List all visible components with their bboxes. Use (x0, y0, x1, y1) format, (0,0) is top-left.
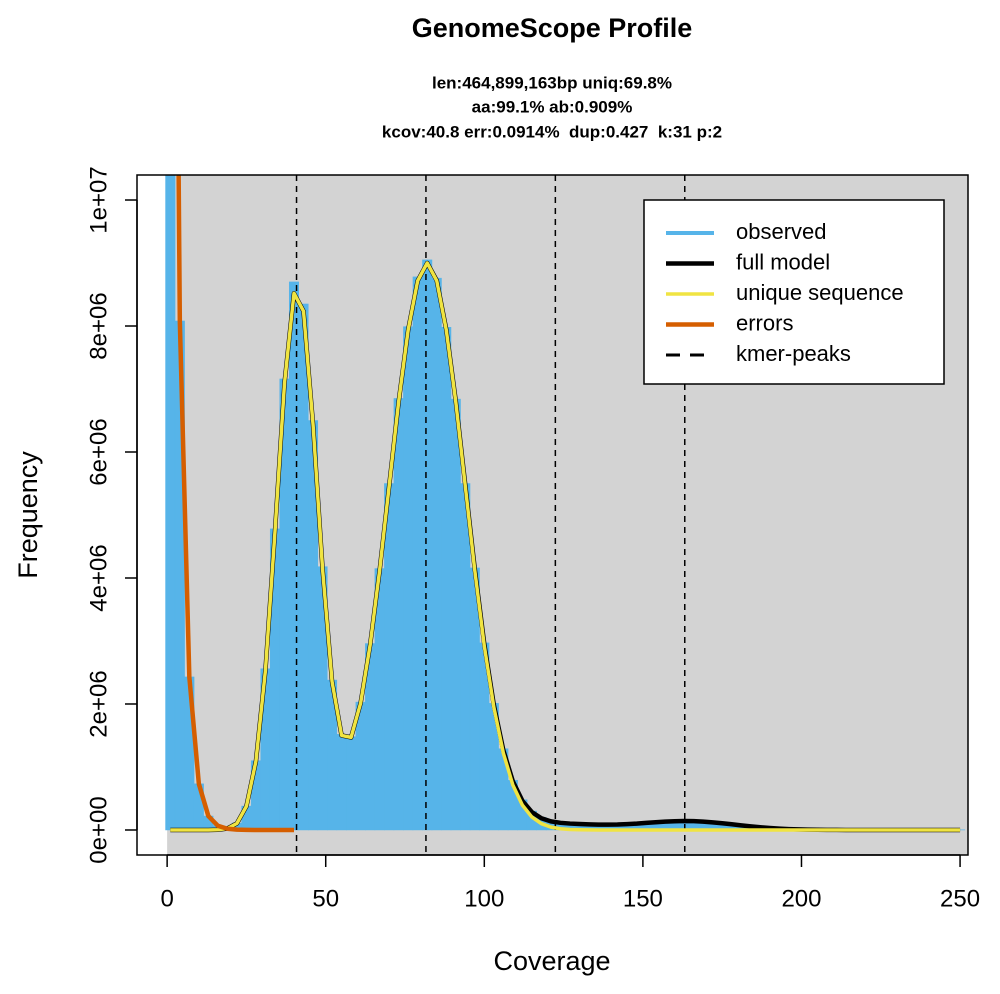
x-axis-label: Coverage (493, 946, 610, 976)
x-tick-label: 50 (312, 885, 339, 912)
chart-subtitle: aa:99.1% ab:0.909% (472, 97, 633, 116)
histogram-bar (450, 398, 461, 831)
y-tick-label: 0e+00 (85, 796, 112, 863)
model-line (170, 261, 961, 832)
legend-label: unique sequence (736, 280, 904, 305)
histogram-bar (412, 276, 423, 831)
legend-box (643, 199, 945, 385)
x-tick-label: 0 (160, 885, 173, 912)
histogram-bar (288, 281, 300, 831)
y-tick-label: 2e+06 (85, 670, 112, 737)
legend-label: kmer-peaks (736, 341, 851, 366)
legend-label: errors (736, 310, 793, 335)
x-tick-label: 200 (781, 885, 821, 912)
histogram-bar (165, 175, 176, 831)
histogram-bar (298, 303, 309, 831)
legend-label: full model (736, 249, 830, 274)
chart-subtitle: len:464,899,163bp uniq:69.8% (432, 73, 672, 92)
histogram-bar (393, 398, 404, 831)
y-tick-label: 8e+06 (85, 292, 112, 359)
y-tick-label: 6e+06 (85, 418, 112, 485)
y-tick-label: 1e+07 (85, 166, 112, 233)
histogram-bar (460, 483, 471, 831)
axes: 0 50 100 150 200 250 0e+00 2e+06 4e+06 6e+06 8e+06… (85, 166, 980, 912)
histogram-bar (441, 327, 452, 831)
x-tick-label: 250 (940, 885, 980, 912)
histogram-bar (336, 733, 347, 831)
histogram-bar (346, 736, 357, 831)
histogram-bar (422, 259, 433, 831)
chart-subtitle: kcov:40.8 err:0.0914% dup:0.427 k:31 p:2 (382, 122, 722, 141)
legend-label: observed (736, 219, 827, 244)
y-axis-label: Frequency (13, 451, 43, 579)
model-line (176, 175, 294, 833)
x-tick-label: 100 (464, 885, 504, 912)
histogram-bar (403, 326, 414, 831)
histogram-bar (431, 277, 442, 831)
y-tick-label: 4e+06 (85, 544, 112, 611)
chart-title: GenomeScope Profile (412, 13, 693, 43)
x-tick-label: 150 (623, 885, 663, 912)
